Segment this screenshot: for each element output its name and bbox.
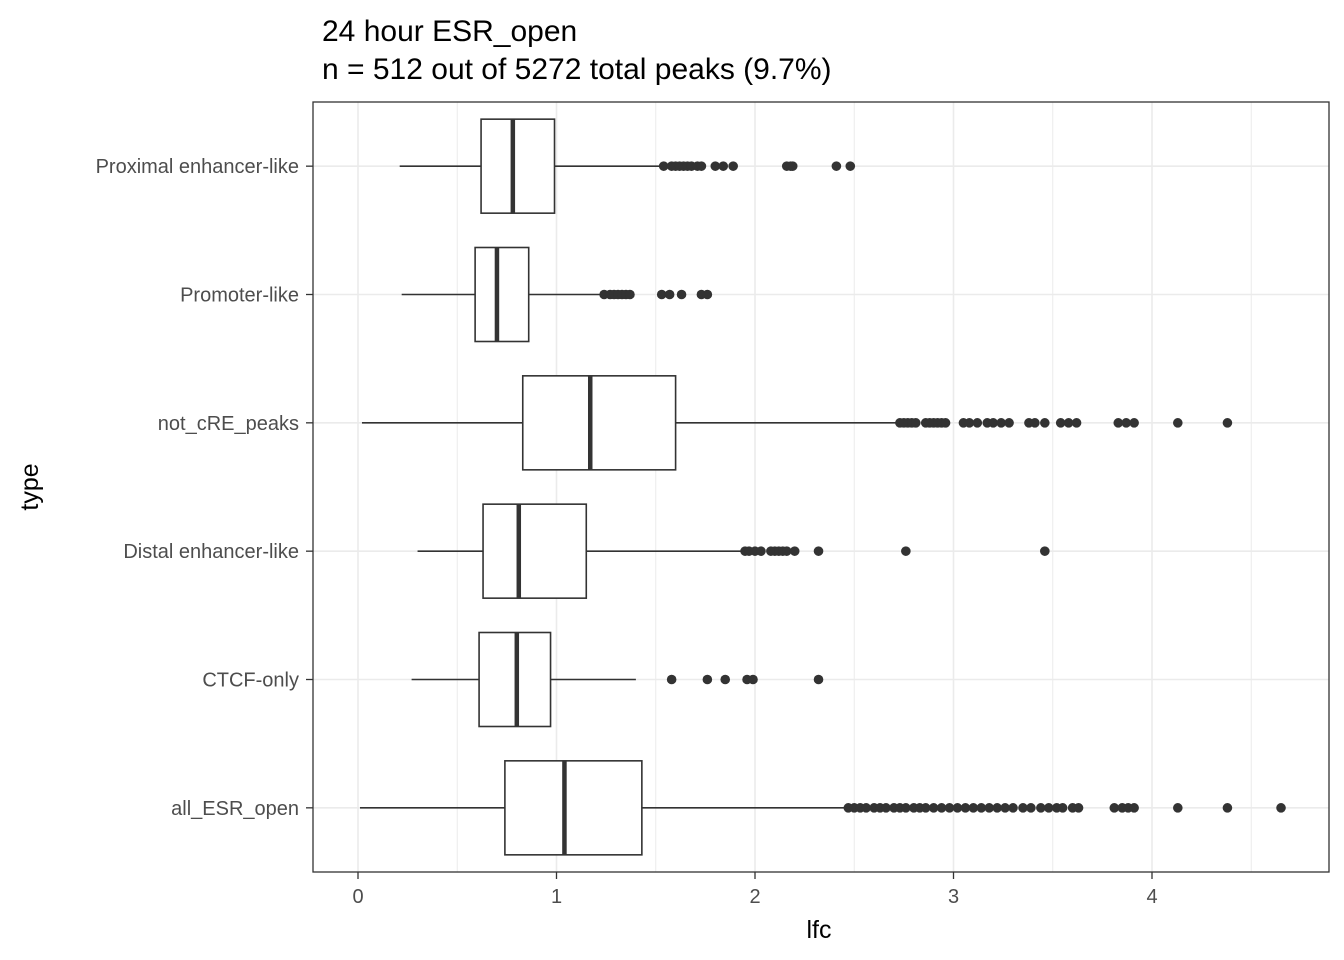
outlier-point xyxy=(960,803,971,813)
box-distal-enhancer-like xyxy=(417,503,1050,599)
outlier-point xyxy=(696,161,707,171)
outlier-point xyxy=(781,546,792,556)
outlier-point xyxy=(748,674,758,685)
outlier-point xyxy=(676,289,687,300)
outlier-point xyxy=(787,161,798,171)
outlier-point xyxy=(666,674,677,685)
y-tick-label: CTCF-only xyxy=(202,670,299,692)
x-tick-label: 0 xyxy=(352,886,363,908)
outlier-point xyxy=(1129,418,1139,428)
panel-border xyxy=(312,101,1330,873)
outlier-point xyxy=(831,161,842,171)
y-tick-label: Distal enhancer-like xyxy=(123,541,299,563)
outlier-point xyxy=(910,418,921,428)
box-ctcf-only xyxy=(411,631,824,728)
outlier-point xyxy=(988,418,998,428)
outlier-point xyxy=(702,289,713,300)
x-tick-label: 2 xyxy=(749,886,760,908)
outlier-point xyxy=(940,418,951,428)
outlier-point xyxy=(720,674,731,685)
outlier-point xyxy=(901,546,911,556)
grid-lines xyxy=(313,102,1329,872)
outlier-point xyxy=(1040,546,1050,556)
y-tick-label: not_cRE_peaks xyxy=(158,413,299,435)
box-body xyxy=(482,503,588,599)
outlier-point xyxy=(664,289,675,300)
outlier-point xyxy=(976,803,987,813)
outlier-point xyxy=(1276,803,1286,813)
outlier-point xyxy=(1055,418,1066,428)
outlier-point xyxy=(813,674,824,685)
outlier-point xyxy=(1073,803,1084,813)
outlier-point xyxy=(861,803,871,813)
y-tick-label: Proximal enhancer-like xyxy=(96,156,299,178)
outlier-point xyxy=(1121,418,1131,428)
outlier-point xyxy=(964,418,975,428)
outlier-point xyxy=(1057,803,1068,813)
box-group xyxy=(359,118,1286,856)
outlier-point xyxy=(1071,418,1082,428)
x-axis-title: lfc xyxy=(807,916,832,944)
outlier-point xyxy=(625,289,635,300)
outlier-point xyxy=(1222,803,1233,813)
outlier-point xyxy=(1036,803,1046,813)
outlier-point xyxy=(710,161,721,171)
outlier-point xyxy=(972,418,983,428)
outlier-point xyxy=(1222,418,1233,428)
outlier-point xyxy=(1026,803,1036,813)
outlier-point xyxy=(928,803,939,813)
outlier-point xyxy=(996,418,1006,428)
outlier-point xyxy=(1129,803,1139,813)
box-proximal-enhancer-like xyxy=(399,118,856,214)
outlier-point xyxy=(1109,803,1120,813)
x-tick-label: 4 xyxy=(1146,886,1157,908)
outlier-point xyxy=(1043,803,1054,813)
x-tick-label: 3 xyxy=(948,886,959,908)
outlier-point xyxy=(728,161,738,171)
outlier-point xyxy=(1113,418,1124,428)
outlier-point xyxy=(756,546,766,556)
outlier-point xyxy=(984,803,995,813)
outlier-point xyxy=(936,803,947,813)
outlier-point xyxy=(944,803,955,813)
y-tick-label: all_ESR_open xyxy=(171,798,299,820)
y-tick-label: Promoter-like xyxy=(180,285,299,307)
outlier-point xyxy=(813,546,824,556)
outlier-point xyxy=(1008,803,1018,813)
outlier-point xyxy=(656,289,667,300)
outlier-point xyxy=(845,161,856,171)
outlier-point xyxy=(881,803,891,813)
y-axis: Proximal enhancer-like Promoter-like not_c… xyxy=(96,156,313,820)
x-axis: 0 1 2 3 4 xyxy=(352,872,1158,908)
outlier-point xyxy=(1063,418,1074,428)
outlier-point xyxy=(968,803,979,813)
outlier-point xyxy=(920,803,931,813)
box-all-esr-open xyxy=(359,760,1286,856)
box-promoter-like xyxy=(401,246,713,343)
outlier-point xyxy=(789,546,800,556)
outlier-point xyxy=(1173,418,1183,428)
outlier-point xyxy=(658,161,669,171)
outlier-point xyxy=(1004,418,1014,428)
outlier-point xyxy=(1018,803,1028,813)
box-body xyxy=(474,246,530,343)
box-not-cre-peaks xyxy=(361,375,1233,471)
x-tick-label: 1 xyxy=(551,886,562,908)
outlier-point xyxy=(992,803,1002,813)
box-body xyxy=(480,118,556,214)
outlier-point xyxy=(1040,418,1050,428)
outlier-point xyxy=(952,803,963,813)
outlier-point xyxy=(702,674,713,685)
chart-subtitle: n = 512 out of 5272 total peaks (9.7%) xyxy=(322,53,832,86)
chart-title: 24 hour ESR_open xyxy=(322,15,577,48)
outlier-point xyxy=(1030,418,1040,428)
box-body xyxy=(504,760,643,856)
outlier-point xyxy=(901,803,911,813)
outlier-point xyxy=(1173,803,1183,813)
y-axis-title: type xyxy=(16,463,44,510)
outlier-point xyxy=(718,161,729,171)
box-body xyxy=(521,375,677,471)
outlier-point xyxy=(1000,803,1010,813)
